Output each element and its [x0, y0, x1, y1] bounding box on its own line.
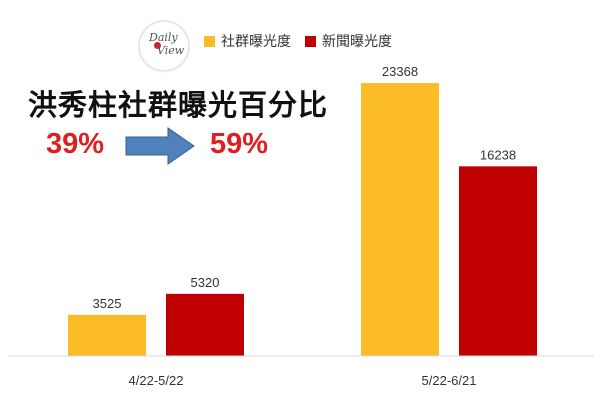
- legend-label-social: 社群曝光度: [221, 34, 291, 50]
- logo-daily-text: Daily: [149, 31, 178, 44]
- data-labels: 3525 5320 23368 16238: [93, 64, 517, 311]
- logo-dot-icon: [154, 42, 161, 49]
- brand-logo: Daily View: [139, 21, 189, 71]
- legend-item-social: 社群曝光度: [204, 31, 291, 51]
- logo-view-text: View: [157, 44, 185, 57]
- headline-title: 洪秀柱社群曝光百分比: [28, 88, 329, 122]
- bar-news-1: [459, 166, 537, 356]
- chart-legend: 社群曝光度 新聞曝光度: [204, 31, 406, 51]
- legend-swatch-news: [305, 35, 316, 47]
- percent-before: 39%: [46, 128, 105, 160]
- legend-label-news: 新聞曝光度: [322, 34, 392, 50]
- data-label-news-1: 16238: [480, 147, 516, 162]
- legend-swatch-social: [204, 35, 215, 47]
- percent-after: 59%: [210, 128, 269, 160]
- data-label-news-0: 5320: [191, 275, 220, 290]
- bar-social-1: [361, 83, 439, 356]
- x-tick-label-0: 4/22-5/22: [129, 373, 184, 388]
- bar-news-0: [166, 293, 244, 356]
- right-arrow-icon: [125, 127, 195, 165]
- data-label-social-0: 3525: [93, 296, 122, 311]
- bars-layer: [68, 83, 537, 356]
- x-tick-labels: 4/22-5/22 5/22-6/21: [129, 373, 477, 388]
- bar-social-0: [68, 314, 146, 356]
- legend-item-news: 新聞曝光度: [305, 31, 392, 51]
- x-tick-label-1: 5/22-6/21: [422, 373, 477, 388]
- data-label-social-1: 23368: [382, 64, 418, 79]
